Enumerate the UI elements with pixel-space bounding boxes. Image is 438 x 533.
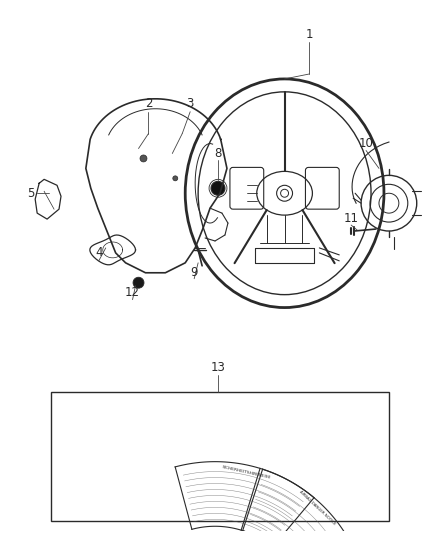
Text: 13: 13 [211,361,226,374]
Text: 9: 9 [191,266,198,279]
Bar [51,392,389,521]
Text: 12: 12 [125,286,140,299]
Circle shape [211,181,225,195]
Text: 8: 8 [214,147,222,160]
Text: 10: 10 [359,137,374,150]
Text: 4: 4 [95,246,102,260]
Text: 11: 11 [344,212,359,224]
Circle shape [140,155,147,162]
Text: 5: 5 [28,187,35,200]
Circle shape [173,176,178,181]
Text: AIRBAG DANGER NOTICE: AIRBAG DANGER NOTICE [298,490,336,527]
Text: 1: 1 [306,28,313,41]
Text: SICHERHEITSHINWEISE: SICHERHEITSHINWEISE [222,465,272,480]
Text: 2: 2 [145,98,152,110]
Text: 3: 3 [187,98,194,110]
Circle shape [133,277,144,288]
